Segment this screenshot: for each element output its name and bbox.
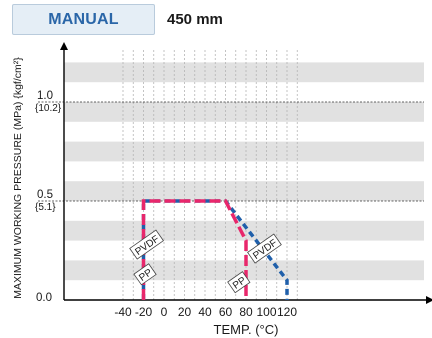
annotation-box (227, 271, 251, 294)
x-tick-label: 20 (178, 305, 192, 319)
y-tick-sublabel: {5.1} (35, 202, 56, 213)
y-tick-label: 0.0 (36, 292, 52, 304)
x-tick-label: -40 (114, 305, 132, 319)
annotation-box (129, 229, 164, 260)
grid-band (64, 141, 424, 162)
size-label: 450 mm (167, 11, 223, 28)
grid-band (64, 181, 424, 201)
grid-band (64, 102, 424, 122)
x-tick-label: -20 (135, 305, 153, 319)
series-line-pp (141, 199, 248, 300)
x-tick-label: 80 (239, 305, 253, 319)
mode-badge: MANUAL (12, 4, 155, 35)
y-axis-title: MAXIMUM WORKING PRESSURE (MPa) {kgf/cm²} (12, 57, 24, 299)
y-tick-sublabel: {10.2} (35, 103, 62, 114)
annotation-box (247, 233, 282, 264)
x-tick-label: 60 (219, 305, 233, 319)
chart-header: MANUAL 450 mm (0, 0, 432, 42)
x-tick-label: 120 (277, 305, 297, 319)
x-axis-arrow (426, 296, 432, 304)
grid-band (64, 62, 424, 83)
x-axis-title: TEMP. (°C) (214, 322, 279, 337)
x-tick-label: 0 (161, 305, 168, 319)
annotation-box (133, 263, 157, 286)
y-tick-label: 0.5 (37, 189, 53, 201)
x-tick-label: 100 (256, 305, 276, 319)
y-tick-label: 1.0 (37, 90, 53, 102)
x-tick-label: 40 (198, 305, 212, 319)
y-axis-arrow (60, 42, 68, 50)
